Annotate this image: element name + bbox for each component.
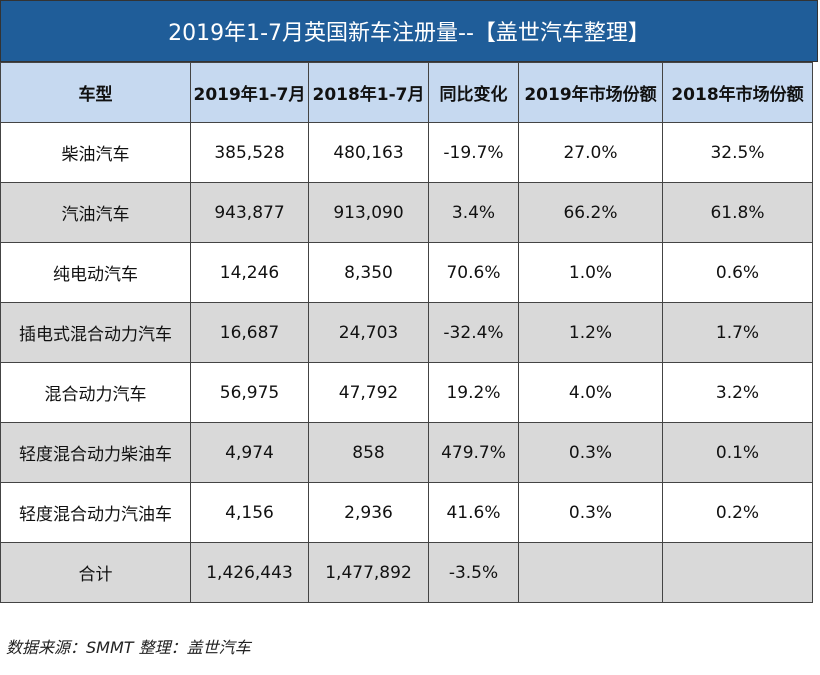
column-header: 2018年1-7月 (308, 62, 429, 123)
table-cell: 混合动力汽车 (0, 362, 191, 423)
table-cell: 858 (308, 422, 429, 483)
table-cell: 2,936 (308, 482, 429, 543)
table-cell: 3.2% (662, 362, 813, 423)
table-cell: 32.5% (662, 122, 813, 183)
table-cell: 479.7% (428, 422, 519, 483)
table-row: 插电式混合动力汽车 16,687 24,703 -32.4% 1.2% 1.7% (0, 302, 813, 363)
table-cell: 0.6% (662, 242, 813, 303)
table-cell: 0.1% (662, 422, 813, 483)
table-cell: 16,687 (190, 302, 309, 363)
table-cell: 合计 (0, 542, 191, 603)
table-cell: 柴油汽车 (0, 122, 191, 183)
table-cell: 1.7% (662, 302, 813, 363)
table-cell: 385,528 (190, 122, 309, 183)
table-row: 合计 1,426,443 1,477,892 -3.5% (0, 542, 813, 603)
source-note: 数据来源：SMMT 整理：盖世汽车 (6, 638, 251, 657)
table-cell: 913,090 (308, 182, 429, 243)
column-header: 同比变化 (428, 62, 519, 123)
table-cell: 41.6% (428, 482, 519, 543)
column-header: 2019年1-7月 (190, 62, 309, 123)
table-cell: 24,703 (308, 302, 429, 363)
empty-cell (518, 542, 663, 603)
table-row: 轻度混合动力柴油车 4,974 858 479.7% 0.3% 0.1% (0, 422, 813, 483)
table-cell: 480,163 (308, 122, 429, 183)
table-cell: 3.4% (428, 182, 519, 243)
column-header: 车型 (0, 62, 191, 123)
table-row: 纯电动汽车 14,246 8,350 70.6% 1.0% 0.6% (0, 242, 813, 303)
data-table: 车型 2019年1-7月 2018年1-7月 同比变化 2019年市场份额 2018年市场… (0, 62, 813, 603)
table-cell: -3.5% (428, 542, 519, 603)
table-cell: 47,792 (308, 362, 429, 423)
table-cell: 4,974 (190, 422, 309, 483)
table-row: 柴油汽车 385,528 480,163 -19.7% 27.0% 32.5% (0, 122, 813, 183)
column-header: 2018年市场份额 (662, 62, 813, 123)
table-cell: 19.2% (428, 362, 519, 423)
table-cell: 61.8% (662, 182, 813, 243)
table-cell: 1,477,892 (308, 542, 429, 603)
table-row: 汽油汽车 943,877 913,090 3.4% 66.2% 61.8% (0, 182, 813, 243)
table-cell: 汽油汽车 (0, 182, 191, 243)
table-cell: 66.2% (518, 182, 663, 243)
table-cell: 纯电动汽车 (0, 242, 191, 303)
table-cell: 插电式混合动力汽车 (0, 302, 191, 363)
column-header: 2019年市场份额 (518, 62, 663, 123)
header-row: 车型 2019年1-7月 2018年1-7月 同比变化 2019年市场份额 2018年市场… (0, 62, 813, 123)
table-cell: 1.2% (518, 302, 663, 363)
table-cell: -19.7% (428, 122, 519, 183)
table-cell: 1.0% (518, 242, 663, 303)
table-cell: 4,156 (190, 482, 309, 543)
table-cell: -32.4% (428, 302, 519, 363)
title: 2019年1-7月英国新车注册量--【盖世汽车整理】 (0, 0, 818, 62)
table-cell: 27.0% (518, 122, 663, 183)
table-cell: 56,975 (190, 362, 309, 423)
table-cell: 轻度混合动力柴油车 (0, 422, 191, 483)
table-cell: 4.0% (518, 362, 663, 423)
table-row: 轻度混合动力汽油车 4,156 2,936 41.6% 0.3% 0.2% (0, 482, 813, 543)
table-cell: 轻度混合动力汽油车 (0, 482, 191, 543)
table-cell: 14,246 (190, 242, 309, 303)
table-cell: 0.3% (518, 422, 663, 483)
table-cell: 0.3% (518, 482, 663, 543)
table-row: 混合动力汽车 56,975 47,792 19.2% 4.0% 3.2% (0, 362, 813, 423)
table-cell: 943,877 (190, 182, 309, 243)
table-cell: 8,350 (308, 242, 429, 303)
table-cell: 70.6% (428, 242, 519, 303)
table-cell: 1,426,443 (190, 542, 309, 603)
empty-cell (662, 542, 813, 603)
table-cell: 0.2% (662, 482, 813, 543)
